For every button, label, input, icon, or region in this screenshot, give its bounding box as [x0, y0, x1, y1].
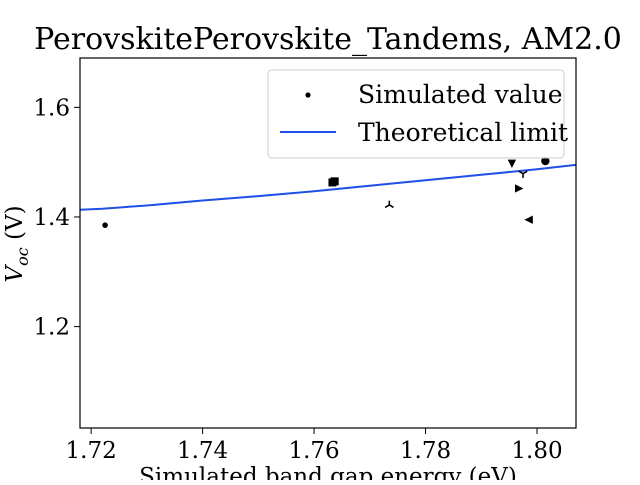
y-tick-label: 1.6: [33, 95, 70, 121]
theoretical-limit-line: [80, 163, 576, 211]
x-axis-label: Simulated band gap energy (eV): [139, 464, 517, 480]
data-point-triangle_left: [524, 215, 533, 224]
legend-box: [267, 69, 565, 159]
plot-frame: [79, 57, 577, 429]
y-tick-label: 1.4: [33, 205, 70, 231]
data-point-triangle_right: [514, 184, 524, 193]
y-axis-label-main: V: [2, 264, 28, 283]
legend: Simulated value Theoretical limit: [267, 69, 568, 159]
y-axis-label-sub: oc: [13, 247, 32, 266]
data-point-tri_up: [384, 200, 394, 209]
data-point-circle: [541, 156, 550, 166]
x-tick-label: 1.74: [177, 438, 228, 464]
svg-text:Voc (V): Voc (V): [2, 205, 32, 282]
x-tick-label: 1.72: [66, 438, 117, 464]
x-tick-label: 1.80: [511, 438, 562, 464]
data-point-square: [330, 177, 339, 186]
legend-marker-simulated: [305, 92, 311, 98]
chart-title: PerovskitePerovskite_Tandems, AM2.0: [34, 22, 622, 57]
legend-label-theoretical: Theoretical limit: [358, 118, 568, 147]
x-tick-label: 1.76: [288, 438, 339, 464]
y-axis-label-unit: (V): [2, 205, 28, 240]
x-tick-label: 1.78: [400, 438, 451, 464]
data-point-tri_down: [518, 170, 528, 178]
data-point-point: [102, 222, 108, 228]
y-tick-label: 1.2: [33, 315, 70, 341]
y-axis-label: Voc (V): [2, 205, 32, 282]
data-point-triangle_down: [507, 159, 517, 168]
legend-label-simulated: Simulated value: [358, 80, 563, 109]
